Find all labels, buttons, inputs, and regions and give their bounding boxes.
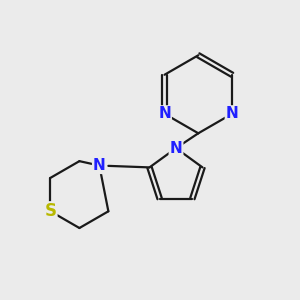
Text: N: N	[169, 141, 182, 156]
Text: N: N	[226, 106, 238, 121]
Text: S: S	[44, 202, 56, 220]
Text: N: N	[158, 106, 171, 121]
Text: N: N	[93, 158, 106, 173]
